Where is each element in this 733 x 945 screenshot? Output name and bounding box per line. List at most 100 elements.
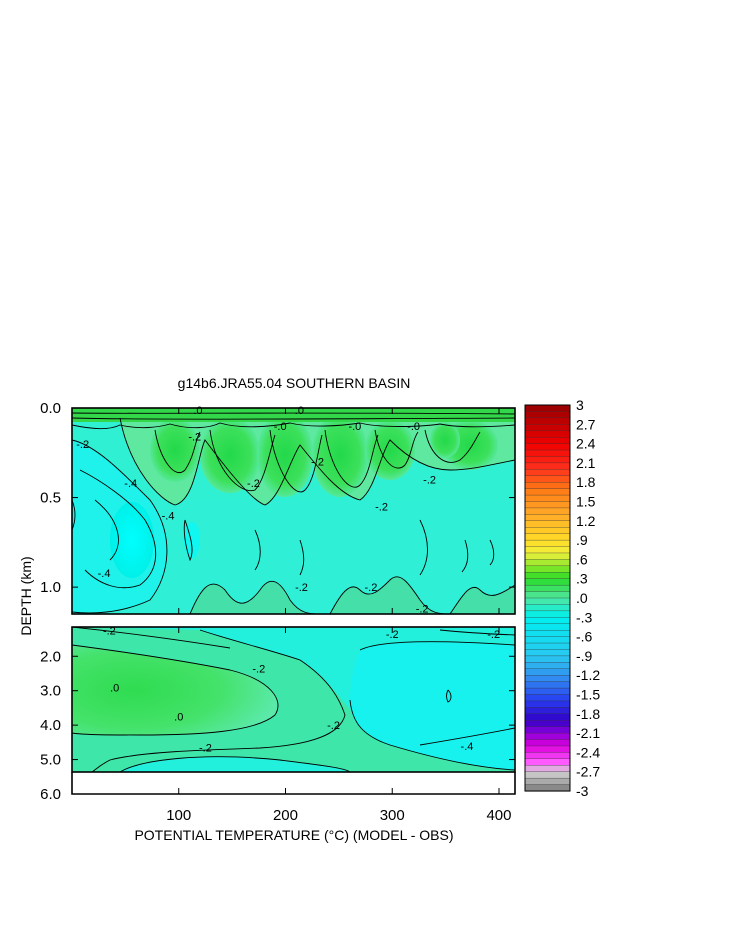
colorbar-label: -1.5	[576, 687, 600, 703]
contour-label: -.2	[375, 502, 388, 514]
upper-panel	[71, 407, 516, 615]
lower-contour-lines	[72, 627, 515, 772]
contour-label: -.4	[461, 741, 474, 753]
colorbar-label: 1.2	[576, 513, 596, 529]
colorbar-box	[524, 424, 571, 432]
colorbar-box	[524, 552, 571, 560]
colorbar-box	[524, 629, 571, 638]
upper-panel-frame	[71, 407, 516, 615]
contour-label: -.0	[407, 421, 420, 433]
y-axis-label: DEPTH (km)	[18, 556, 34, 635]
colorbar-frame	[524, 404, 571, 792]
contour-label: -.2	[386, 629, 399, 641]
contour-label: -.4	[124, 478, 137, 490]
colorbar-box	[524, 604, 571, 612]
contour-label: -.2	[487, 629, 500, 641]
colorbar-box	[524, 777, 571, 786]
colorbar-label: 1.8	[576, 474, 596, 490]
lower-missing-band	[72, 772, 515, 794]
colorbar-label: -1.2	[576, 667, 600, 683]
contour-label: .0	[193, 405, 202, 417]
contour-label: -.2	[423, 475, 436, 487]
cool-patch-east	[350, 641, 515, 770]
colorbar-label: 2.7	[576, 416, 596, 432]
lower-y-tick-label: 2.0	[40, 648, 61, 665]
colorbar-box	[524, 681, 571, 689]
colorbar-box	[524, 533, 571, 541]
colorbar-boxes	[524, 404, 571, 792]
chart-title: g14b6.JRA55.04 SOUTHERN BASIN	[178, 375, 411, 391]
colorbar-box	[524, 475, 571, 483]
colorbar-label: -2.1	[576, 725, 600, 741]
colorbar-label: .0	[576, 590, 588, 606]
x-axis-label: POTENTIAL TEMPERATURE (°C) (MODEL - OBS)	[134, 827, 453, 843]
upper-contour-lines	[72, 412, 515, 614]
colorbar-box	[524, 488, 571, 496]
x-tick-label: 100	[166, 807, 191, 824]
colorbar-box	[524, 771, 571, 779]
contour-label: -.2	[416, 604, 429, 616]
colorbar-box	[524, 732, 571, 741]
contour-label: -.2	[188, 432, 201, 444]
colorbar-box	[524, 559, 571, 567]
contour-label: -.0	[348, 421, 361, 433]
colorbar-label: 1.5	[576, 494, 596, 510]
contour-label: -.0	[274, 421, 287, 433]
lower-y-tick-label: 5.0	[40, 752, 61, 769]
colorbar-label: .3	[576, 571, 588, 587]
colorbar-box	[524, 572, 571, 580]
colorbar-box	[524, 765, 571, 773]
colorbar-box	[524, 617, 571, 625]
colorbar-label: -2.4	[576, 744, 600, 760]
colorbar-box	[524, 713, 571, 721]
colorbar-box	[524, 494, 571, 503]
warm-spot-4	[365, 420, 415, 480]
upper-y-tick-label: 1.0	[40, 579, 61, 596]
colorbar-label: 3	[576, 397, 584, 413]
contour-labels: -.2 -.2 -.0 -.0 -.0 .0 .0 -.4 -.4 -.4 -.2 -.2 -.2 -.2…	[76, 405, 500, 755]
colorbar-box	[524, 784, 571, 792]
warm-tongue	[72, 645, 278, 735]
colorbar-box	[524, 642, 571, 651]
colorbar-labels: 3 2.7 2.4 2.1 1.8 1.5 1.2 .9 .6 .3 .0 -.3 -.6 -.9 -1.2…	[576, 397, 600, 799]
colorbar-box	[524, 436, 571, 445]
upper-y-tick-label: 0.0	[40, 400, 61, 417]
colorbar-box	[524, 720, 571, 728]
colorbar-box	[524, 469, 571, 477]
colorbar-label: -2.7	[576, 764, 600, 780]
colorbar-label: -.9	[576, 648, 593, 664]
colorbar-box	[524, 443, 571, 451]
lower-y-tick-label: 6.0	[40, 786, 61, 803]
colorbar-label: .6	[576, 551, 588, 567]
colorbar-box	[524, 546, 571, 554]
colorbar-box	[524, 752, 571, 760]
lower-panel	[71, 626, 516, 795]
deep-warm-lobes	[190, 576, 515, 614]
surface-strip	[72, 408, 515, 422]
contour-label: .0	[174, 712, 183, 724]
axes: 100 200 300 400 0.0 0.5 1.0 2.0 3.0 4.0 5.0 6.0	[40, 400, 515, 824]
contour-label: -.4	[162, 510, 175, 522]
colorbar-box	[524, 507, 571, 515]
colorbar-box	[524, 482, 571, 490]
colorbar-box	[524, 584, 571, 593]
contour-label: -.2	[295, 582, 308, 594]
colorbar-label: 2.4	[576, 436, 596, 452]
colorbar-box	[524, 610, 571, 618]
colorbar-box	[524, 758, 571, 766]
colorbar-box	[524, 591, 571, 599]
warm-spot-7	[430, 422, 460, 458]
colorbar-box	[524, 456, 571, 464]
contour-label: -.2	[76, 439, 89, 451]
cool-core	[110, 502, 154, 578]
colorbar-box	[524, 514, 571, 522]
colorbar-box	[524, 668, 571, 676]
colorbar-box	[524, 501, 571, 509]
colorbar-label: .9	[576, 532, 588, 548]
colorbar-box	[524, 411, 571, 419]
colorbar-box	[524, 655, 571, 663]
contour-label: -.2	[311, 457, 324, 469]
colorbar-box	[524, 687, 571, 696]
contour-label: -.2	[247, 478, 260, 490]
colorbar-box	[524, 578, 571, 586]
